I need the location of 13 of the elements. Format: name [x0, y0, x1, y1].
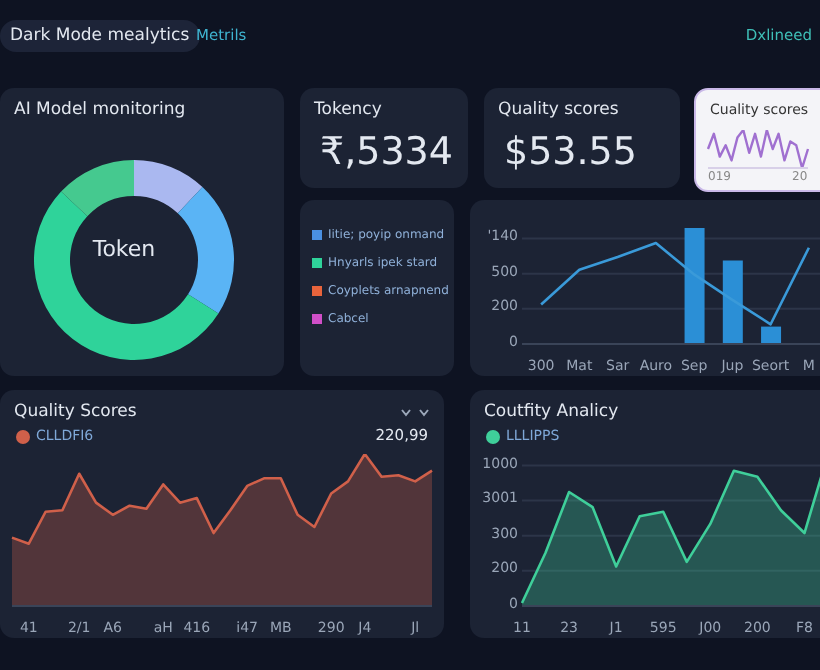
chart-title: Quality Scores	[14, 402, 137, 422]
text: $53.55	[504, 130, 637, 174]
text: Tokency	[314, 100, 382, 120]
donut-slice	[34, 191, 219, 360]
donut-slice	[61, 160, 134, 217]
text: Quality scores	[498, 100, 619, 120]
donut-slice	[177, 187, 234, 314]
text: Dark Mode mealytics	[0, 20, 200, 52]
text: Token	[90, 236, 158, 262]
donut-slice	[134, 160, 203, 214]
chart-title: Coutfity Analicy	[484, 402, 619, 422]
text: ₹,5334	[320, 130, 453, 174]
chart-title: AI Model monitoring	[14, 100, 186, 120]
